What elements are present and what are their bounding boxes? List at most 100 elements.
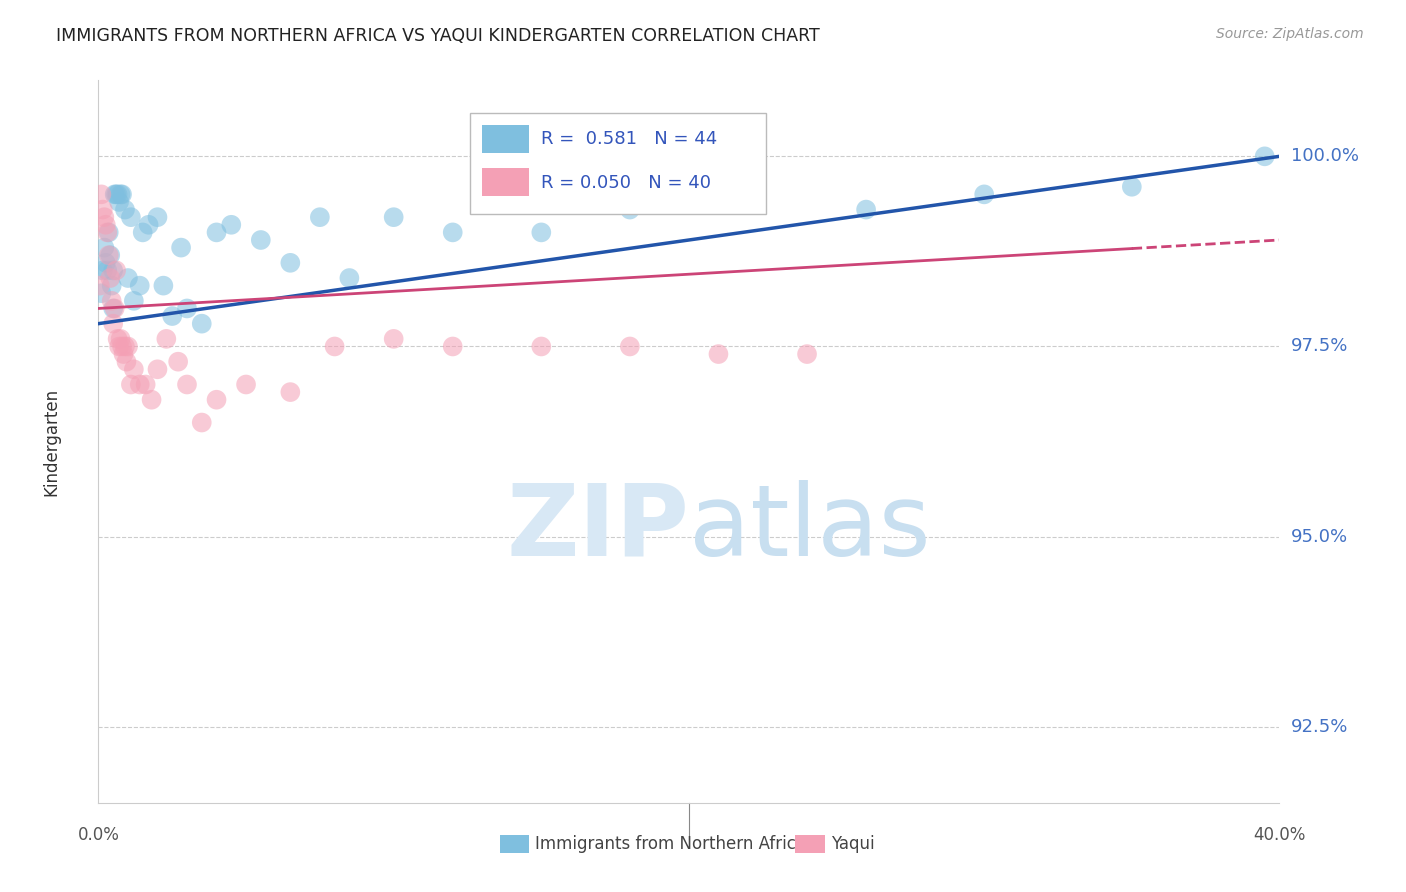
Point bbox=[530, 226, 553, 240]
Point bbox=[93, 210, 115, 224]
Point bbox=[737, 194, 759, 209]
Text: IMMIGRANTS FROM NORTHERN AFRICA VS YAQUI KINDERGARTEN CORRELATION CHART: IMMIGRANTS FROM NORTHERN AFRICA VS YAQUI… bbox=[56, 27, 820, 45]
Point bbox=[104, 301, 127, 316]
Text: ZIP: ZIP bbox=[506, 480, 689, 577]
Point bbox=[89, 278, 111, 293]
Point bbox=[111, 339, 134, 353]
Point bbox=[91, 263, 114, 277]
Point bbox=[707, 347, 730, 361]
Point bbox=[1121, 179, 1143, 194]
Point bbox=[105, 187, 128, 202]
Point bbox=[280, 256, 302, 270]
Point bbox=[120, 210, 142, 224]
Text: R = 0.050   N = 40: R = 0.050 N = 40 bbox=[541, 174, 711, 192]
Point bbox=[111, 187, 134, 202]
Point bbox=[382, 332, 405, 346]
Point bbox=[107, 332, 129, 346]
Text: R =  0.581   N = 44: R = 0.581 N = 44 bbox=[541, 130, 717, 148]
Point bbox=[250, 233, 273, 247]
FancyBboxPatch shape bbox=[471, 112, 766, 214]
Point bbox=[91, 202, 114, 217]
Point bbox=[441, 339, 464, 353]
Point bbox=[441, 226, 464, 240]
Point bbox=[115, 354, 138, 368]
Text: Yaqui: Yaqui bbox=[831, 835, 875, 854]
Point bbox=[146, 210, 169, 224]
Point bbox=[152, 278, 174, 293]
Text: 92.5%: 92.5% bbox=[1291, 718, 1348, 736]
Point bbox=[855, 202, 877, 217]
Point bbox=[114, 339, 136, 353]
Point bbox=[382, 210, 405, 224]
Point bbox=[96, 226, 118, 240]
Point bbox=[97, 226, 120, 240]
Point bbox=[170, 241, 193, 255]
Point bbox=[141, 392, 163, 407]
Point bbox=[530, 339, 553, 353]
Point bbox=[973, 187, 995, 202]
Point bbox=[155, 332, 177, 346]
Point bbox=[117, 339, 139, 353]
Point bbox=[110, 187, 132, 202]
Point bbox=[323, 339, 346, 353]
FancyBboxPatch shape bbox=[501, 835, 530, 854]
Point bbox=[122, 362, 145, 376]
Text: 100.0%: 100.0% bbox=[1291, 147, 1360, 165]
Point bbox=[191, 317, 214, 331]
Text: 95.0%: 95.0% bbox=[1291, 527, 1348, 546]
Text: atlas: atlas bbox=[689, 480, 931, 577]
Point bbox=[90, 187, 112, 202]
Point bbox=[96, 263, 118, 277]
Point bbox=[205, 226, 228, 240]
Point bbox=[221, 218, 243, 232]
Point bbox=[108, 194, 131, 209]
Point bbox=[93, 241, 115, 255]
Point bbox=[796, 347, 818, 361]
Point bbox=[105, 263, 128, 277]
Point bbox=[122, 293, 145, 308]
Point bbox=[138, 218, 160, 232]
Text: 40.0%: 40.0% bbox=[1253, 826, 1306, 844]
Point bbox=[90, 286, 112, 301]
Point bbox=[108, 339, 131, 353]
Point bbox=[132, 226, 155, 240]
Point bbox=[205, 392, 228, 407]
Point bbox=[167, 354, 190, 368]
Text: Immigrants from Northern Africa: Immigrants from Northern Africa bbox=[536, 835, 807, 854]
Point bbox=[117, 271, 139, 285]
FancyBboxPatch shape bbox=[482, 125, 530, 153]
Point bbox=[309, 210, 332, 224]
Point bbox=[280, 385, 302, 400]
Point bbox=[146, 362, 169, 376]
Point bbox=[100, 278, 122, 293]
Point bbox=[128, 278, 150, 293]
Point bbox=[339, 271, 361, 285]
FancyBboxPatch shape bbox=[482, 169, 530, 196]
Point bbox=[619, 339, 641, 353]
Point bbox=[103, 317, 125, 331]
Point bbox=[107, 187, 129, 202]
Point bbox=[94, 256, 117, 270]
Point bbox=[176, 301, 198, 316]
FancyBboxPatch shape bbox=[796, 835, 825, 854]
Point bbox=[97, 248, 120, 262]
Point bbox=[103, 301, 125, 316]
Text: 97.5%: 97.5% bbox=[1291, 337, 1348, 356]
Point bbox=[100, 293, 122, 308]
Point bbox=[112, 347, 135, 361]
Point bbox=[176, 377, 198, 392]
Point bbox=[619, 202, 641, 217]
Point bbox=[94, 218, 117, 232]
Text: Kindergarten: Kindergarten bbox=[42, 387, 60, 496]
Point bbox=[98, 271, 121, 285]
Point bbox=[110, 332, 132, 346]
Text: Source: ZipAtlas.com: Source: ZipAtlas.com bbox=[1216, 27, 1364, 41]
Point bbox=[98, 248, 121, 262]
Point bbox=[1254, 149, 1277, 163]
Point bbox=[114, 202, 136, 217]
Point bbox=[191, 416, 214, 430]
Point bbox=[135, 377, 157, 392]
Point bbox=[120, 377, 142, 392]
Point bbox=[128, 377, 150, 392]
Point bbox=[104, 187, 127, 202]
